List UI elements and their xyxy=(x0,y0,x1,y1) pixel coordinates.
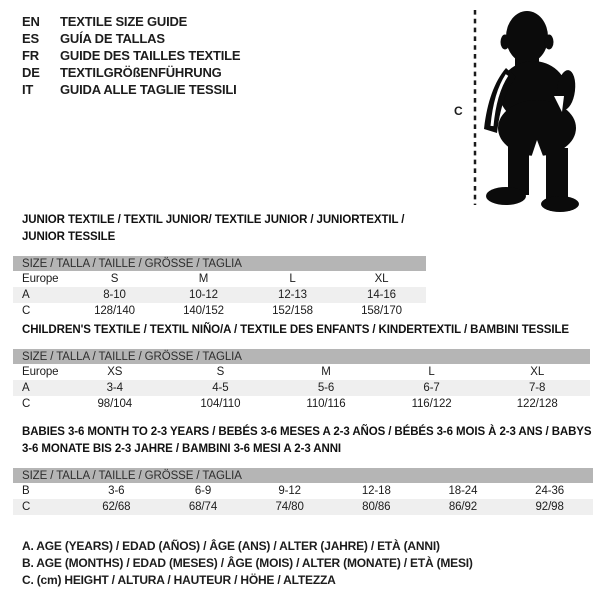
size-cell: L xyxy=(428,366,435,378)
size-header-bar: SIZE / TALLA / TAILLE / GRÖSSE / TAGLIA xyxy=(13,349,590,364)
footnote: A. AGE (YEARS) / EDAD (AÑOS) / ÂGE (ANS)… xyxy=(22,539,440,553)
size-cell: 116/122 xyxy=(411,398,452,410)
footnote: C. (cm) HEIGHT / ALTURA / HAUTEUR / HÖHE… xyxy=(22,573,336,587)
size-cell: M xyxy=(198,273,209,285)
language-row: IT GUIDA ALLE TAGLIE TESSILI xyxy=(22,81,240,98)
size-cell: 80/86 xyxy=(332,499,420,515)
size-cell: 98/104 xyxy=(97,398,133,410)
size-cell: 5-6 xyxy=(273,380,379,396)
language-code: FR xyxy=(22,48,39,63)
language-code: ES xyxy=(22,31,39,46)
row-label: C xyxy=(22,305,31,317)
size-cell: 3-6 xyxy=(108,485,125,497)
language-row: ES GUÍA DE TALLAS xyxy=(22,30,240,47)
row-label: C xyxy=(13,499,73,515)
row-label: Europe xyxy=(22,273,59,285)
language-label: GUIDA ALLE TAGLIE TESSILI xyxy=(60,82,237,97)
language-code: IT xyxy=(22,82,34,97)
size-table: SIZE / TALLA / TAILLE / GRÖSSE / TAGLIA E… xyxy=(13,349,590,412)
footnotes: A. AGE (YEARS) / EDAD (AÑOS) / ÂGE (ANS)… xyxy=(22,538,473,589)
language-code: DE xyxy=(22,65,40,80)
size-cell: 12-18 xyxy=(361,485,391,497)
footnote: B. AGE (MONTHS) / EDAD (MESES) / ÂGE (MO… xyxy=(22,556,473,570)
size-cell: S xyxy=(216,366,225,378)
size-cell: 158/170 xyxy=(361,305,402,317)
table-title: JUNIOR TEXTILE / TEXTIL JUNIOR/ TEXTILE … xyxy=(22,214,405,243)
row-label: B xyxy=(22,485,30,497)
silhouette-cutouts xyxy=(490,74,564,164)
language-list: EN TEXTILE SIZE GUIDE ES GUÍA DE TALLAS FR GU… xyxy=(22,13,241,98)
size-cell: 122/128 xyxy=(516,398,558,410)
language-label: TEXTILE SIZE GUIDE xyxy=(60,14,188,29)
size-cell: 10-12 xyxy=(159,287,248,303)
size-cell: 3-4 xyxy=(62,380,168,396)
size-cell: XL xyxy=(374,273,389,285)
size-cell: 8-10 xyxy=(70,287,159,303)
table-row: Europe S M L XL xyxy=(13,271,426,287)
size-cell: 4-5 xyxy=(167,380,274,396)
row-label: A xyxy=(13,287,70,303)
table-row: C 62/68 68/74 74/80 80/86 86/92 92/98 xyxy=(13,499,593,515)
size-cell: 6-7 xyxy=(378,380,485,396)
size-header-bar: SIZE / TALLA / TAILLE / GRÖSSE / TAGLIA xyxy=(13,256,426,271)
language-label: GUIDE DES TAILLES TEXTILE xyxy=(60,48,241,63)
size-cell: 68/74 xyxy=(159,499,247,515)
language-row: DE TEXTILGRÖßENFÜHRUNG xyxy=(22,64,240,81)
size-cell: 110/116 xyxy=(306,398,346,410)
size-cell: 14-16 xyxy=(337,287,426,303)
toddler-silhouette-svg xyxy=(473,10,579,212)
size-cell: 24-36 xyxy=(535,485,565,497)
size-cell: 74/80 xyxy=(246,499,333,515)
size-cell: 62/68 xyxy=(73,499,160,515)
table-row: A 3-4 4-5 5-6 6-7 7-8 xyxy=(13,380,590,396)
size-cell: 9-12 xyxy=(278,485,301,497)
row-label: C xyxy=(22,398,31,410)
size-cell: 128/140 xyxy=(94,305,135,317)
junior-textile-section: JUNIOR TEXTILE / TEXTIL JUNIOR/ TEXTILE … xyxy=(13,212,426,319)
table-row: C 98/104 104/110 110/116 116/122 122/128 xyxy=(13,396,590,412)
size-cell: 12-13 xyxy=(248,287,337,303)
language-label: GUÍA DE TALLAS xyxy=(60,31,165,46)
table-row: B 3-6 6-9 9-12 12-18 18-24 24-36 xyxy=(13,483,593,499)
language-row: FR GUIDE DES TAILLES TEXTILE xyxy=(22,47,241,64)
figure-area: C xyxy=(420,0,600,215)
size-cell: 18-24 xyxy=(448,485,478,497)
size-cell: 6-9 xyxy=(194,485,212,497)
toddler-silhouette xyxy=(484,11,579,212)
figure-height-label: C xyxy=(454,104,463,118)
table-row: Europe XS S M L XL xyxy=(13,364,590,380)
table-row: C 128/140 140/152 152/158 158/170 xyxy=(13,303,426,319)
size-cell: M xyxy=(321,366,331,378)
size-table: SIZE / TALLA / TAILLE / GRÖSSE / TAGLIA B… xyxy=(13,468,593,515)
size-header-bar: SIZE / TALLA / TAILLE / GRÖSSE / TAGLIA xyxy=(13,468,593,483)
size-cell: 86/92 xyxy=(419,499,507,515)
size-table: SIZE / TALLA / TAILLE / GRÖSSE / TAGLIA E… xyxy=(13,256,426,319)
size-cell: 104/110 xyxy=(200,398,241,410)
table-title: CHILDREN'S TEXTILE / TEXTIL NIÑO/A / TEX… xyxy=(22,324,569,336)
row-label: Europe xyxy=(22,366,59,378)
table-title: BABIES 3-6 MONTH TO 2-3 YEARS / BEBÉS 3-… xyxy=(22,426,592,455)
size-cell: 140/152 xyxy=(183,305,224,317)
size-cell: 7-8 xyxy=(484,380,590,396)
size-cell: XL xyxy=(530,366,545,378)
row-label: A xyxy=(13,380,62,396)
size-cell: XS xyxy=(107,366,123,378)
language-row: EN TEXTILE SIZE GUIDE xyxy=(22,13,240,30)
size-cell: L xyxy=(289,273,296,285)
children-textile-section: CHILDREN'S TEXTILE / TEXTIL NIÑO/A / TEX… xyxy=(13,322,590,412)
size-cell: S xyxy=(110,273,119,285)
language-code: EN xyxy=(22,14,40,29)
table-row: A 8-10 10-12 12-13 14-16 xyxy=(13,287,426,303)
babies-textile-section: BABIES 3-6 MONTH TO 2-3 YEARS / BEBÉS 3-… xyxy=(13,424,593,515)
size-cell: 152/158 xyxy=(272,305,313,317)
size-cell: 92/98 xyxy=(506,499,593,515)
language-label: TEXTILGRÖßENFÜHRUNG xyxy=(60,65,222,80)
